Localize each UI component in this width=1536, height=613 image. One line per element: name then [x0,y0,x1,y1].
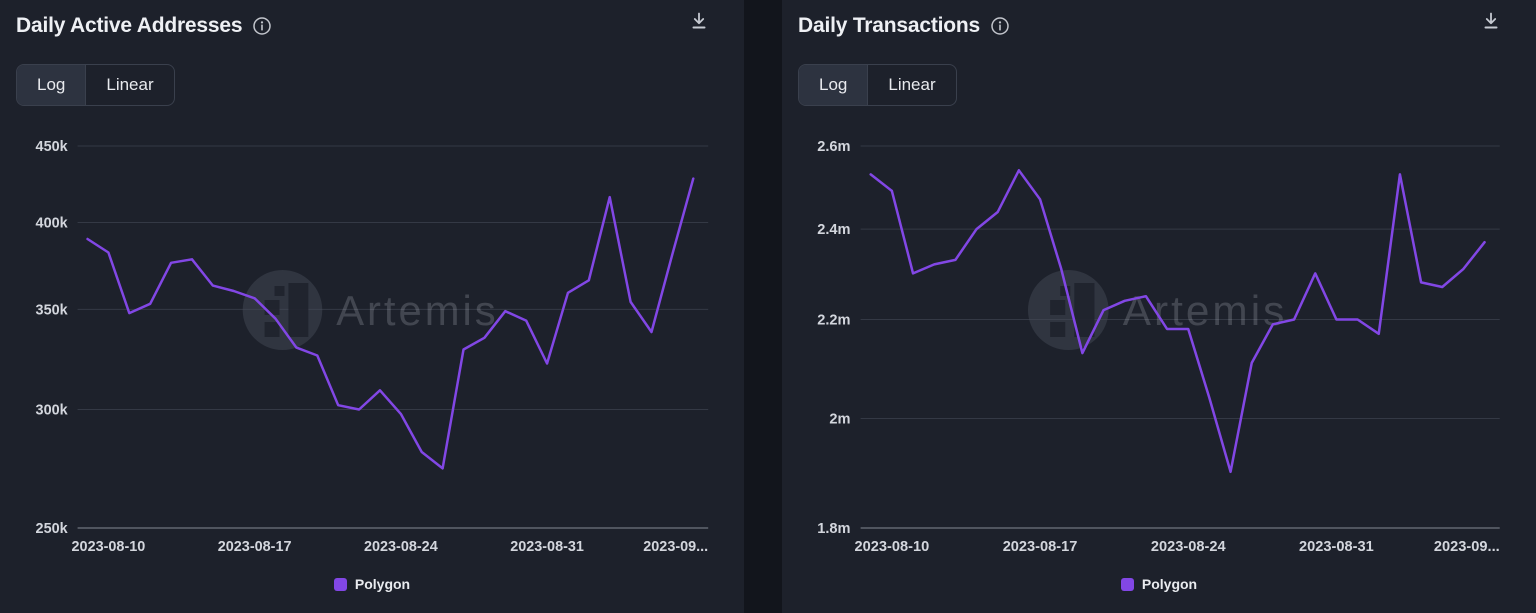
grid-and-yaxis: 450k 400k 350k 300k 250k [36,139,709,537]
linear-toggle-button[interactable]: Linear [86,65,173,105]
xaxis-labels: 2023-08-10 2023-08-17 2023-08-24 2023-08-31… [855,539,1500,555]
daily-active-addresses-card: Daily Active Addresses Log Linear 450k 40… [0,0,744,613]
download-button[interactable] [1480,10,1502,32]
svg-text:2023-08-24: 2023-08-24 [364,539,438,555]
card-header: Daily Transactions [782,0,1536,40]
chart-title: Daily Active Addresses [16,14,243,37]
daily-transactions-card: Daily Transactions Log Linear 2.6m 2.4m 2.… [782,0,1536,613]
svg-text:2023-08-31: 2023-08-31 [510,539,584,555]
svg-text:350k: 350k [36,302,69,318]
panel-divider [744,0,782,613]
download-icon [692,12,706,29]
svg-text:300k: 300k [36,402,69,418]
svg-text:Artemis: Artemis [1123,287,1288,334]
svg-text:2023-08-17: 2023-08-17 [1003,539,1078,555]
svg-text:2023-08-24: 2023-08-24 [1151,539,1227,555]
legend: Polygon [782,576,1536,592]
legend-label-polygon[interactable]: Polygon [354,576,411,592]
svg-text:2023-08-10: 2023-08-10 [72,539,146,555]
artemis-watermark: Artemis [1027,270,1288,350]
svg-text:2023-09...: 2023-09... [1434,539,1500,555]
svg-text:2023-08-17: 2023-08-17 [218,539,292,555]
svg-text:2.4m: 2.4m [817,222,850,238]
svg-text:2023-09...: 2023-09... [643,539,708,555]
legend-label-polygon[interactable]: Polygon [1141,576,1198,592]
download-button[interactable] [688,10,710,32]
info-button[interactable] [252,16,272,36]
info-icon [991,17,1009,35]
download-icon [1484,12,1498,29]
legend-swatch-polygon[interactable] [333,577,347,591]
artemis-watermark: Artemis [242,270,498,350]
card-header: Daily Active Addresses [0,0,744,40]
grid-and-yaxis: 2.6m 2.4m 2.2m 2m 1.8m [817,139,1500,537]
svg-text:450k: 450k [36,139,69,155]
linear-toggle-button[interactable]: Linear [868,65,955,105]
scale-toggle: Log Linear [16,64,175,106]
svg-text:400k: 400k [36,216,69,232]
legend: Polygon [0,576,744,592]
xaxis-labels: 2023-08-10 2023-08-17 2023-08-24 2023-08-31… [72,539,709,555]
legend-swatch-polygon[interactable] [1120,577,1134,591]
series-line-polygon[interactable] [869,169,1486,474]
series-line-polygon[interactable] [86,177,695,470]
chart-title: Daily Transactions [798,14,980,37]
log-toggle-button[interactable]: Log [17,65,87,105]
log-toggle-button[interactable]: Log [799,65,869,105]
svg-text:2m: 2m [829,412,850,428]
svg-text:2.2m: 2.2m [817,313,850,329]
svg-text:2023-08-31: 2023-08-31 [1299,539,1374,555]
scale-toggle: Log Linear [798,64,957,106]
svg-text:Artemis: Artemis [336,287,498,334]
svg-text:2023-08-10: 2023-08-10 [855,539,930,555]
svg-text:2.6m: 2.6m [817,139,850,155]
info-button[interactable] [990,16,1010,36]
svg-text:250k: 250k [36,521,69,537]
info-icon [253,17,272,35]
svg-text:1.8m: 1.8m [817,521,850,537]
